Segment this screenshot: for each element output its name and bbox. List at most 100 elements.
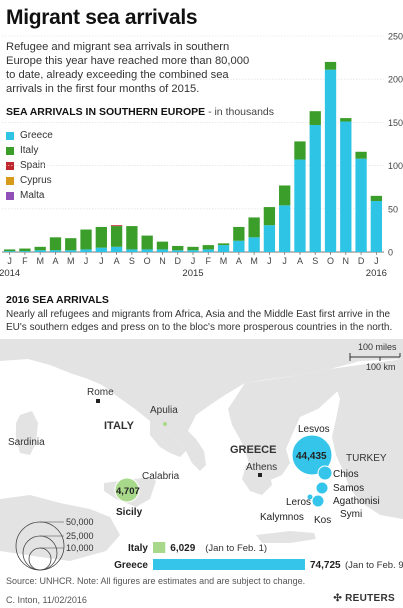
bar-greece-9 (141, 249, 153, 252)
size-legend-50000: 50,000 (66, 517, 94, 527)
bar-greece-18 (279, 205, 291, 252)
bar-italy-5 (80, 229, 92, 250)
chart-title: SEA ARRIVALS IN SOUTHERN EUROPE - in tho… (6, 106, 274, 118)
x-tick-label: A (236, 256, 242, 266)
total-bar-italy (153, 542, 166, 553)
arrival-totals: Italy 6,029 (Jan to Feb. 1) Greece 74,725 (Ja… (114, 542, 403, 571)
map-section-heading: 2016 SEA ARRIVALS (6, 294, 109, 306)
bar-greece-16 (248, 237, 260, 252)
x-tick-label: A (52, 256, 58, 266)
bar-italy-22 (340, 118, 352, 122)
x-tick-label: M (36, 256, 44, 266)
x-tick-label: D (174, 256, 181, 266)
bar-greece-12 (187, 250, 199, 252)
year-label-2016: 2016 (366, 268, 387, 279)
bar-greece-11 (172, 250, 184, 252)
bar-italy-13 (202, 245, 214, 250)
size-legend-leaders (40, 521, 64, 549)
map-label-apulia: Apulia (150, 405, 178, 416)
bar-italy-3 (49, 237, 62, 251)
land-africa (0, 495, 120, 561)
bar-greece-1 (19, 251, 31, 252)
athens-marker (258, 473, 262, 477)
map-label-sardinia: Sardinia (8, 437, 45, 448)
y-tick-label: 100 (388, 161, 403, 171)
year-label-2014: 2014 (0, 268, 20, 279)
y-tick-label: 250 (388, 32, 403, 42)
x-tick-label: N (159, 256, 166, 266)
x-tick-label: J (99, 256, 104, 266)
scale-miles-label: 100 miles (358, 342, 397, 352)
reuters-logo: ✣ REUTERS (333, 593, 395, 604)
bar-italy-12 (187, 246, 199, 251)
total-country-italy: Italy (128, 543, 148, 554)
scale-km-label: 100 km (366, 362, 396, 372)
bar-italy-14 (217, 243, 230, 246)
size-legend: 50,000 25,000 10,000 (15, 517, 94, 571)
bar-greece-7 (110, 246, 123, 252)
leros-bubble (307, 494, 313, 500)
y-tick-label: 50 (388, 204, 398, 214)
land-crete (256, 531, 316, 543)
samos-bubble (315, 481, 329, 495)
x-tick-label: S (129, 256, 135, 266)
intro-text: Refugee and migrant sea arrivals in sout… (6, 41, 250, 95)
bar-greece-14 (217, 245, 230, 252)
bar-italy-18 (279, 185, 291, 206)
map-label-lesvos: Lesvos (298, 424, 330, 435)
bar-greece-13 (202, 249, 214, 252)
legend-label-cyprus: Cyprus (20, 175, 52, 186)
bar-italy-8 (126, 226, 138, 250)
bar-greece-24 (370, 201, 383, 252)
author-credit: C. Inton, 11/02/2016 (6, 595, 87, 605)
bar-greece-21 (324, 69, 337, 252)
sicily-bubble (114, 477, 140, 503)
chart-unit-label: - in thousands (208, 106, 275, 118)
map-label-rome: Rome (87, 387, 114, 398)
bar-italy-11 (172, 245, 184, 251)
map-label-symi: Symi (340, 509, 362, 520)
total-country-greece: Greece (114, 560, 148, 571)
bar-italy-17 (263, 207, 276, 226)
total-period-greece: (Jan to Feb. 9) (345, 560, 403, 571)
x-tick-label: J (282, 256, 287, 266)
bar-spain-7 (110, 225, 123, 227)
total-bar-greece (153, 559, 305, 570)
bar-greece-6 (95, 247, 107, 252)
sea-arrivals-map: Rome ITALY Sardinia Apulia Calabria Sici… (0, 339, 403, 572)
apulia-dot (163, 422, 167, 426)
map-label-samos: Samos (333, 483, 364, 494)
chart-title-text: SEA ARRIVALS IN SOUTHERN EUROPE (6, 106, 206, 118)
bar-greece-22 (340, 121, 352, 252)
land-italy-south (150, 421, 186, 457)
total-period-italy: (Jan to Feb. 1) (205, 543, 267, 554)
land-sardinia (16, 411, 38, 455)
bar-italy-10 (156, 241, 169, 250)
bar-italy-21 (324, 61, 337, 70)
legend-swatch-malta (6, 191, 14, 200)
map-label-agathonisi: Agathonisi (333, 496, 380, 507)
map-label-italy: ITALY (104, 420, 135, 432)
bar-italy-19 (294, 141, 306, 160)
map-label-chios: Chios (333, 469, 359, 480)
x-tick-label: N (343, 256, 350, 266)
legend-item-cyprus: Cyprus (6, 173, 53, 188)
map-label-kos: Kos (314, 515, 331, 526)
bar-greece-5 (80, 249, 92, 252)
bar-italy-23 (355, 151, 367, 159)
legend-label-malta: Malta (20, 190, 45, 201)
land-balkans-greece (228, 369, 340, 481)
chios-bubble (317, 465, 333, 481)
x-tick-label: M (220, 256, 228, 266)
x-tick-label: F (22, 256, 28, 266)
map-section-description: Nearly all refugees and migrants from Af… (6, 309, 393, 333)
legend-swatch-spain (6, 161, 14, 170)
x-tick-label: D (358, 256, 365, 266)
bar-italy-6 (95, 226, 107, 248)
map-label-leros: Leros (286, 497, 311, 508)
kos-bubble (311, 494, 325, 508)
bar-greece-0 (3, 251, 16, 252)
legend-swatch-italy (6, 146, 14, 155)
bar-greece-23 (355, 158, 367, 252)
bar-italy-16 (248, 217, 260, 238)
